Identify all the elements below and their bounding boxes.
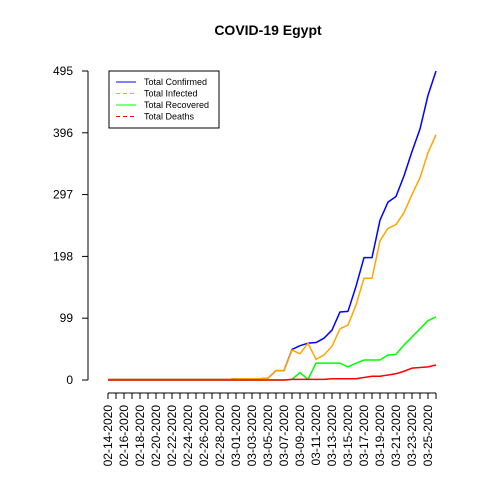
x-tick-label: 03-07-2020 [277, 405, 291, 467]
series-line-total-deaths [108, 364, 437, 381]
x-tick-label: 02-28-2020 [213, 405, 227, 467]
chart-title: COVID-19 Egypt [214, 22, 322, 38]
y-tick-label: 495 [53, 64, 73, 78]
x-tick-label: 03-11-2020 [309, 405, 323, 466]
x-tick-label: 02-22-2020 [165, 405, 179, 467]
x-tick-label: 03-03-2020 [245, 405, 259, 467]
x-tick-label: 02-14-2020 [101, 405, 115, 467]
x-tick-label: 03-25-2020 [421, 405, 435, 467]
legend-label: Total Confirmed [144, 77, 207, 87]
legend-label: Total Deaths [144, 112, 195, 122]
legend-label: Total Recovered [144, 100, 209, 110]
x-tick-label: 03-01-2020 [229, 405, 243, 467]
x-tick-label: 03-19-2020 [373, 405, 387, 467]
y-tick-label: 396 [53, 126, 73, 140]
x-tick-label: 03-21-2020 [389, 405, 403, 467]
legend-box [108, 70, 220, 129]
legend-label: Total Infected [144, 89, 198, 99]
x-tick-label: 03-13-2020 [325, 405, 339, 467]
x-tick-label: 02-26-2020 [197, 405, 211, 467]
series-lines [108, 70, 437, 381]
y-tick-label: 297 [53, 188, 73, 202]
y-tick-label: 0 [66, 373, 73, 387]
y-tick-label: 99 [60, 311, 74, 325]
axes: 0 99 198 297 396 495 02-14-2020 02-16-2020 02-18… [53, 64, 437, 467]
x-tick-label: 02-16-2020 [117, 405, 131, 467]
x-tick-label: 03-23-2020 [405, 405, 419, 467]
series-line-total-infected [108, 134, 437, 381]
x-tick-label: 02-20-2020 [149, 405, 163, 467]
x-tick-label: 03-09-2020 [293, 405, 307, 467]
series-line-total-recovered [108, 316, 437, 381]
x-tick-label: 03-05-2020 [261, 405, 275, 467]
y-tick-label: 198 [53, 249, 73, 263]
x-tick-label: 02-18-2020 [133, 405, 147, 467]
x-tick-label: 03-15-2020 [341, 405, 355, 467]
x-tick-label: 02-24-2020 [181, 405, 195, 467]
x-tick-label: 03-17-2020 [357, 405, 371, 467]
